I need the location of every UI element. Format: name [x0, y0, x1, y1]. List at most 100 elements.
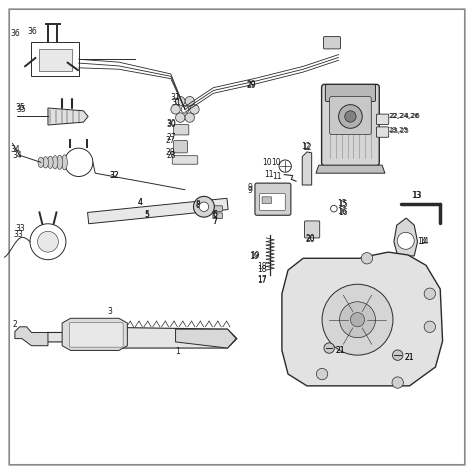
Text: 20: 20	[306, 235, 315, 244]
Text: 7: 7	[212, 218, 217, 227]
FancyBboxPatch shape	[376, 127, 389, 137]
Text: 4: 4	[138, 199, 143, 208]
Text: 4: 4	[138, 199, 143, 208]
Text: 27: 27	[166, 133, 176, 142]
Circle shape	[338, 105, 362, 128]
Text: 14: 14	[418, 237, 427, 246]
Circle shape	[193, 196, 214, 217]
Ellipse shape	[52, 156, 58, 169]
Text: 32: 32	[109, 171, 119, 180]
Ellipse shape	[62, 155, 67, 170]
Text: 3: 3	[107, 307, 112, 316]
Text: 35: 35	[17, 105, 27, 114]
Text: 10: 10	[271, 158, 281, 167]
FancyBboxPatch shape	[305, 221, 319, 238]
Text: 21: 21	[336, 346, 345, 355]
Text: 9: 9	[247, 183, 252, 192]
Polygon shape	[38, 49, 72, 71]
Polygon shape	[62, 318, 128, 350]
Circle shape	[190, 105, 199, 114]
Circle shape	[175, 113, 185, 122]
Ellipse shape	[43, 156, 48, 168]
Text: 28: 28	[165, 148, 174, 157]
FancyBboxPatch shape	[172, 156, 198, 164]
FancyBboxPatch shape	[213, 213, 222, 219]
Text: 33: 33	[16, 224, 26, 233]
Circle shape	[37, 231, 58, 252]
Text: 23,25: 23,25	[390, 128, 410, 134]
Text: 19: 19	[249, 252, 258, 261]
Text: 17: 17	[257, 276, 266, 285]
Text: 27: 27	[165, 136, 175, 145]
Text: 31: 31	[172, 98, 182, 107]
Polygon shape	[316, 165, 385, 173]
Circle shape	[361, 253, 373, 264]
Text: 14: 14	[419, 237, 428, 246]
Text: 2: 2	[12, 320, 17, 329]
Polygon shape	[48, 108, 88, 125]
Ellipse shape	[47, 156, 53, 168]
Text: 34: 34	[10, 145, 20, 154]
Circle shape	[392, 350, 403, 360]
FancyBboxPatch shape	[173, 125, 189, 135]
Circle shape	[171, 105, 180, 114]
Text: 5: 5	[145, 211, 150, 220]
Circle shape	[392, 377, 403, 388]
Text: 16: 16	[337, 207, 347, 216]
Circle shape	[345, 111, 356, 122]
Polygon shape	[31, 42, 79, 76]
Circle shape	[181, 106, 189, 113]
Circle shape	[339, 302, 375, 337]
Text: 9: 9	[247, 186, 252, 195]
FancyBboxPatch shape	[173, 141, 187, 153]
Text: 11: 11	[272, 172, 282, 181]
Circle shape	[350, 313, 365, 327]
Circle shape	[324, 343, 334, 353]
Circle shape	[185, 113, 194, 122]
Text: 21: 21	[404, 353, 414, 362]
Text: 6: 6	[212, 210, 217, 219]
FancyBboxPatch shape	[69, 322, 123, 347]
FancyBboxPatch shape	[321, 84, 379, 165]
Text: 35: 35	[16, 103, 26, 112]
Polygon shape	[302, 152, 312, 185]
Text: 33: 33	[13, 230, 23, 239]
Text: 13: 13	[411, 191, 420, 200]
Text: 30: 30	[166, 119, 176, 128]
FancyBboxPatch shape	[329, 97, 371, 135]
Text: 7: 7	[212, 218, 217, 227]
Text: 8: 8	[195, 201, 200, 210]
Text: 23,25: 23,25	[388, 127, 408, 133]
Circle shape	[317, 368, 328, 380]
Text: 11: 11	[264, 170, 274, 179]
FancyBboxPatch shape	[213, 206, 222, 211]
Text: 12: 12	[302, 143, 312, 152]
Text: 16: 16	[338, 208, 348, 217]
Circle shape	[64, 148, 93, 176]
Text: 29: 29	[246, 81, 256, 90]
Circle shape	[322, 284, 393, 355]
FancyBboxPatch shape	[376, 114, 389, 125]
Circle shape	[30, 224, 66, 260]
Text: 6: 6	[212, 210, 217, 219]
Circle shape	[175, 97, 185, 106]
Text: 15: 15	[337, 200, 347, 209]
Text: 17: 17	[257, 275, 266, 284]
Text: 20: 20	[306, 234, 315, 243]
Circle shape	[199, 202, 209, 211]
Ellipse shape	[57, 155, 63, 169]
Circle shape	[279, 160, 292, 172]
Circle shape	[330, 205, 337, 212]
Ellipse shape	[38, 157, 44, 167]
Text: 13: 13	[412, 191, 421, 200]
Text: 8: 8	[195, 201, 200, 210]
Text: 22,24,26: 22,24,26	[390, 113, 420, 119]
Text: 28: 28	[166, 151, 175, 160]
Text: 34: 34	[12, 151, 22, 160]
FancyBboxPatch shape	[325, 84, 375, 101]
Text: 12: 12	[301, 142, 310, 151]
Text: 29: 29	[246, 80, 256, 89]
Text: 22,24,26: 22,24,26	[388, 112, 419, 118]
FancyBboxPatch shape	[255, 183, 291, 215]
Text: 18: 18	[257, 264, 266, 273]
